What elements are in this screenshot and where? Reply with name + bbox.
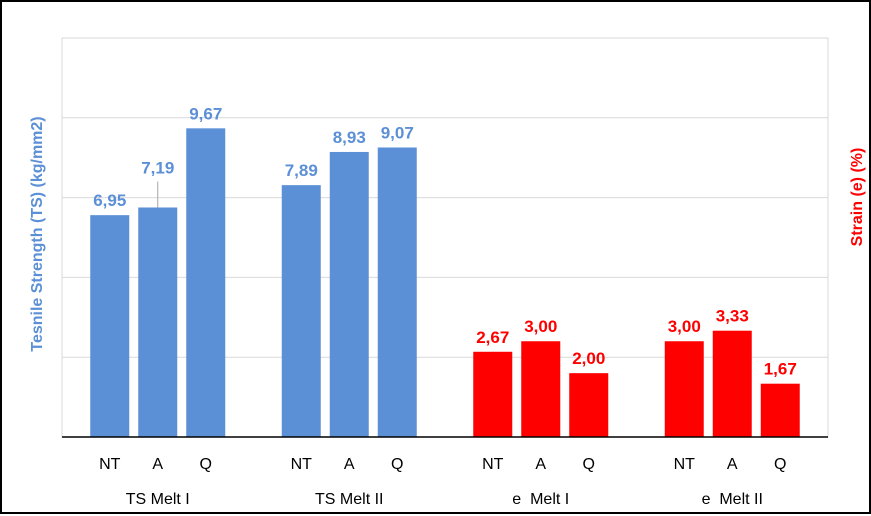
value-label: 3,33 xyxy=(716,307,749,326)
bars xyxy=(90,128,800,437)
group-label: TS Melt I xyxy=(126,491,190,508)
value-label: 7,19 xyxy=(141,158,174,177)
group-labels: TS Melt I TS Melt II e Melt I e Melt II xyxy=(126,491,763,508)
group-label: e Melt II xyxy=(702,491,763,508)
x-tick-label: NT xyxy=(291,456,313,473)
bar-strain-melt1-q xyxy=(569,373,609,437)
bar-strain-melt2-a xyxy=(712,330,752,437)
group-label: e Melt I xyxy=(512,491,569,508)
x-tick-label: Q xyxy=(391,456,403,473)
bar-ts-melt1-nt xyxy=(90,215,130,437)
value-label: 3,00 xyxy=(524,317,557,336)
value-label: 2,00 xyxy=(572,349,605,368)
bar-strain-melt1-nt xyxy=(473,351,513,437)
bar-ts-melt2-nt xyxy=(281,185,321,437)
x-tick-label: A xyxy=(152,456,163,473)
bar-strain-melt1-a xyxy=(521,341,561,437)
x-tick-labels: NT A Q NT A Q NT A Q NT A Q xyxy=(99,456,786,473)
group-label: TS Melt II xyxy=(315,491,383,508)
plot-area: 6,95 7,19 9,67 7,89 8,93 9,07 2,67 3,00 2,00 3,00… xyxy=(61,37,829,438)
x-tick-label: A xyxy=(535,456,546,473)
bar-ts-melt2-a xyxy=(329,151,369,437)
y-axis-title: Tesnile Strength (TS) (kg/mm2) xyxy=(29,116,46,351)
x-tick-label: A xyxy=(344,456,355,473)
x-tick-label: Q xyxy=(200,456,212,473)
bar-strain-melt2-q xyxy=(760,383,800,437)
value-label: 9,67 xyxy=(189,104,222,123)
value-label: 1,67 xyxy=(764,360,797,379)
bar-ts-melt2-q xyxy=(377,147,417,437)
bar-ts-melt1-q xyxy=(186,128,226,437)
x-tick-label: Q xyxy=(774,456,786,473)
value-label: 2,67 xyxy=(476,328,509,347)
bar-strain-melt2-nt xyxy=(664,341,704,437)
y2-axis-title: Strain (e) (%) xyxy=(849,148,866,247)
value-label: 8,93 xyxy=(333,128,366,147)
bar-ts-melt1-a xyxy=(138,207,178,437)
value-labels: 6,95 7,19 9,67 7,89 8,93 9,07 2,67 3,00 2,00 3,00… xyxy=(93,104,797,378)
x-tick-label: NT xyxy=(99,456,121,473)
x-tick-label: NT xyxy=(674,456,696,473)
x-tick-label: Q xyxy=(583,456,595,473)
value-label: 9,07 xyxy=(381,123,414,142)
value-label: 3,00 xyxy=(668,317,701,336)
value-label: 6,95 xyxy=(93,191,126,210)
x-tick-label: NT xyxy=(482,456,504,473)
x-tick-label: A xyxy=(727,456,738,473)
value-label: 7,89 xyxy=(285,161,318,180)
